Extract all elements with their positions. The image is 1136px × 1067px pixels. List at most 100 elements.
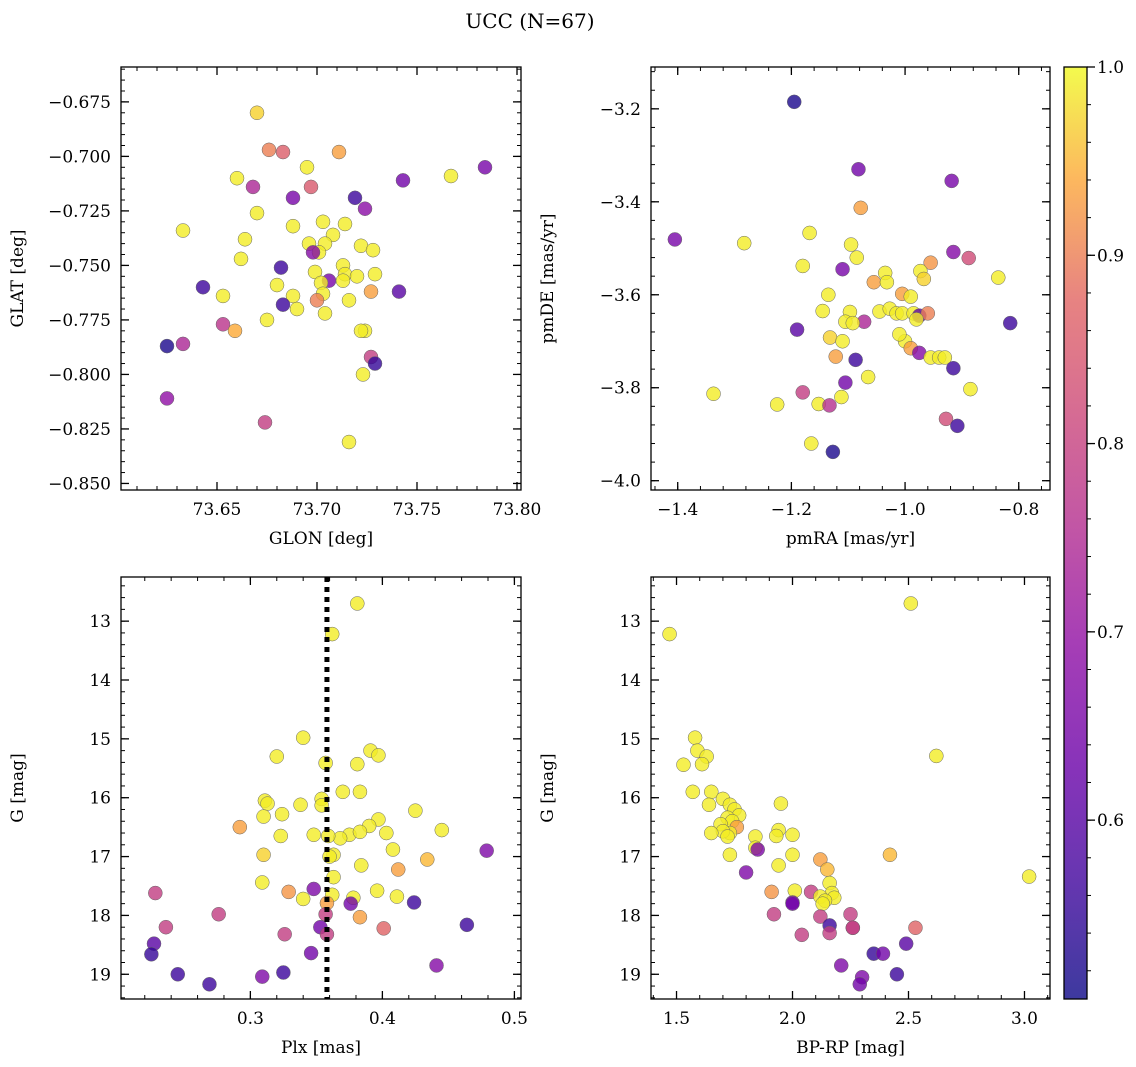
data-point [406,895,422,910]
data-point [722,847,738,863]
data-point [303,945,319,961]
data-point [276,965,291,980]
scatter-panel-1: 73.65 73.70 73.75 73.80 −0.850 −0.825 −0.800 −0… [8,66,541,549]
data-point [963,381,978,397]
data-point [229,170,245,186]
data-point [667,232,683,247]
data-point [849,250,865,265]
x-tick-label: 0.3 [237,1009,264,1029]
data-point [159,338,175,354]
x-tick-label: −1.2 [771,500,812,520]
scatter-points [144,596,494,992]
x-tick-label: −1.4 [657,500,698,520]
data-point [306,881,321,897]
data-point [815,896,830,911]
data-point [285,190,301,206]
data-point [866,274,882,290]
data-point [944,173,959,189]
data-point [233,251,249,267]
colorbar-gradient [1064,67,1087,999]
data-point [249,105,265,121]
major-ticks [121,67,521,490]
data-point [821,287,836,303]
data-point [704,825,719,841]
y-tick-label: −0.825 [48,420,111,440]
data-point [687,730,703,745]
data-point [750,842,765,857]
data-point [211,906,226,922]
data-point [341,434,357,450]
data-point [215,317,231,332]
data-point [275,144,291,160]
y-tick-label: −0.700 [48,147,111,167]
major-ticks [121,577,521,999]
data-point [353,323,369,339]
data-point [434,822,450,838]
y-tick-label: 13 [619,612,641,632]
data-point [315,214,331,230]
scatter-panel-2: −1.4 −1.2 −1.0 −0.8 −4.0 −3.8 −3.6 −3.4 −3.2 pmRA… [538,66,1051,549]
x-tick-label: 73.70 [293,500,342,520]
data-point [820,862,835,877]
y-tick-label: −0.675 [48,93,111,113]
data-point [802,225,817,241]
data-point [306,827,321,843]
colorbar-tick-label: 0.6 [1097,811,1124,831]
data-point [256,847,271,863]
data-point [350,756,365,772]
data-point [175,336,191,352]
data-point [367,266,383,282]
data-point [828,349,843,364]
data-point [961,250,976,266]
data-point [843,237,859,252]
axes-frame [120,576,522,1000]
y-tick-label: −0.850 [48,474,111,494]
data-point [946,360,961,376]
y-tick-label: −3.4 [600,193,641,213]
data-point [227,323,243,339]
y-tick-label: 13 [89,612,111,632]
x-tick-label: 0.4 [369,1009,396,1029]
data-point [367,356,383,371]
data-point [385,842,401,857]
data-point [202,977,217,992]
data-point [676,757,691,773]
data-point [232,819,248,835]
data-point [352,784,368,800]
data-point [257,415,273,430]
data-point [785,847,800,863]
data-point [305,245,321,260]
data-point [357,201,373,216]
y-tick-label: 16 [619,789,641,809]
data-point [813,909,828,924]
data-point [269,749,285,764]
colorbar-ticks: 0.6 0.7 0.8 0.9 1.0 [1087,58,1124,972]
y-tick-label: 19 [89,965,111,985]
data-point [694,756,710,772]
data-point [834,389,849,405]
data-point [787,883,803,898]
data-point [237,232,253,247]
data-point [991,270,1006,285]
y-tick-label: −0.725 [48,202,111,222]
data-point [347,190,363,206]
y-tick-label: 18 [619,906,641,926]
data-point [882,847,898,863]
x-axis-label: BP-RP [mag] [796,1038,905,1058]
data-point [875,946,891,961]
data-point [769,397,785,412]
data-point [317,306,333,321]
data-point [371,748,386,763]
data-point [255,875,270,890]
x-tick-label: −1.0 [884,500,925,520]
data-point [355,367,371,382]
data-point [843,906,858,922]
y-axis-label: pmDE [mas/yr] [538,213,558,343]
data-point [429,958,444,973]
data-point [706,386,721,402]
y-tick-label: −3.6 [600,286,641,306]
data-point [822,330,838,345]
data-point [256,809,271,824]
y-axis-label: GLAT [deg] [8,229,28,327]
data-point [144,947,159,962]
